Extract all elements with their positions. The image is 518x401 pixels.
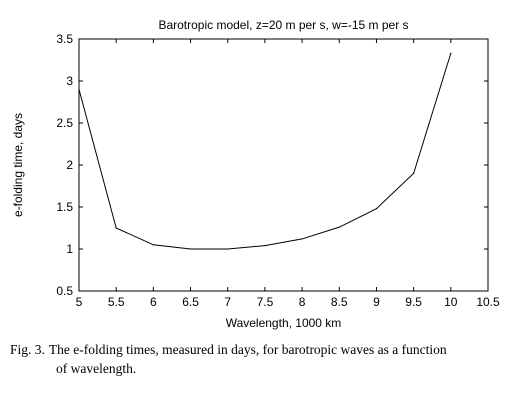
x-tick-label: 7 <box>224 295 231 309</box>
y-axis-label: e-folding time, days <box>11 113 25 217</box>
x-tick-label: 10 <box>444 295 458 309</box>
data-point <box>450 52 452 54</box>
data-point <box>413 172 415 174</box>
data-point <box>189 248 192 250</box>
y-tick-label: 3 <box>66 74 73 88</box>
x-tick-label: 10.5 <box>476 295 500 309</box>
plot-frame <box>78 38 489 292</box>
y-tick-label: 3.5 <box>56 32 73 46</box>
x-tick-label: 6 <box>150 295 157 309</box>
x-axis-label: Wavelength, 1000 km <box>226 316 342 330</box>
data-point <box>301 238 303 240</box>
series <box>78 52 452 250</box>
x-tick-label: 5.5 <box>108 295 125 309</box>
data-point <box>152 244 154 246</box>
y-tick-label: 2 <box>66 158 73 172</box>
x-tick-label: 9.5 <box>405 295 422 309</box>
plot-area-border <box>78 38 489 292</box>
caption-line-2: of wavelength. <box>56 361 137 376</box>
x-axis: 5 5.5 6 6.5 7 7.5 8 8.5 9 9.5 10 10.5 <box>76 39 500 309</box>
caption-line-1: The e-folding times, measured in days, f… <box>48 342 447 357</box>
x-tick-label: 8.5 <box>331 295 348 309</box>
data-point <box>115 227 117 229</box>
y-tick-label: 1.5 <box>56 200 73 214</box>
data-point <box>375 208 378 210</box>
y-axis: 0.5 1 1.5 2 2.5 3 3.5 <box>56 32 488 298</box>
figure-caption: Fig. 3. The e-folding times, measured in … <box>10 340 515 378</box>
data-point <box>78 88 80 90</box>
data-point <box>338 226 340 228</box>
x-tick-label: 5 <box>76 295 83 309</box>
caption-label: Fig. 3. <box>10 342 45 357</box>
data-point <box>227 248 229 250</box>
chart: Barotropic model, z=20 m per s, w=-15 m … <box>11 18 500 330</box>
series-line <box>78 53 452 250</box>
x-tick-label: 8 <box>299 295 306 309</box>
x-tick-label: 7.5 <box>257 295 274 309</box>
y-tick-label: 0.5 <box>56 284 73 298</box>
y-tick-label: 1 <box>66 242 73 256</box>
data-point <box>264 245 266 247</box>
y-tick-label: 2.5 <box>56 116 73 130</box>
x-tick-label: 6.5 <box>182 295 199 309</box>
chart-title: Barotropic model, z=20 m per s, w=-15 m … <box>158 18 408 32</box>
x-tick-label: 9 <box>373 295 380 309</box>
